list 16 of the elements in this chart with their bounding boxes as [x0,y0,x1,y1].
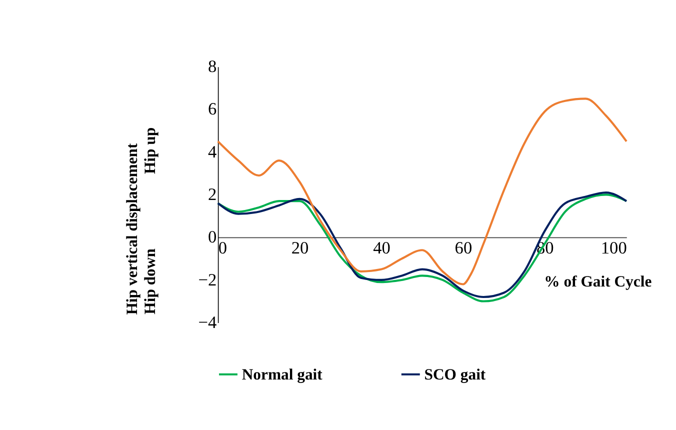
y-tick-label: −4 [198,312,217,332]
legend-label: Normal gait [242,366,324,384]
y-axis-title: Hip vertical displacement [124,142,142,315]
text: Hip down [142,248,160,314]
y-tick-label: −2 [198,270,217,290]
text: Hip up [142,127,160,174]
x-tick-label: 40 [373,238,390,258]
y-tick-label: 8 [208,57,217,76]
x-tick-label: 20 [291,238,309,258]
y-tick-label: 6 [208,100,217,119]
x-axis-title: % of Gait Cycle [544,273,652,290]
y-tick-label: 4 [208,142,217,162]
x-tick-label: 100 [600,238,627,258]
legend-label: SCO gait [424,366,486,384]
y-tick-label: 2 [208,185,217,204]
x-tick-label: 60 [454,238,472,258]
